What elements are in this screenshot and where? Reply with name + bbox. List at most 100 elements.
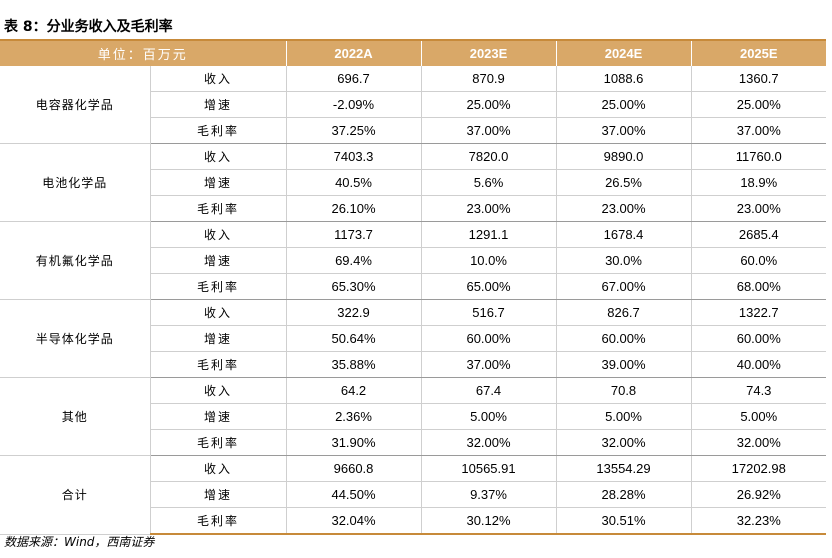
segment-name-cell: 电容器化学品 bbox=[0, 66, 151, 144]
value-cell: 10.0% bbox=[421, 247, 557, 274]
value-cell: 50.64% bbox=[286, 325, 422, 352]
table-row: 增速 40.5% 5.6% 26.5% 18.9% bbox=[0, 169, 827, 196]
value-cell: 10565.91 bbox=[421, 455, 557, 482]
segment-name-cell: 合计 bbox=[0, 455, 151, 535]
value-cell: 2.36% bbox=[286, 403, 422, 430]
metric-label-cell: 增速 bbox=[150, 325, 287, 352]
metric-label-cell: 毛利率 bbox=[150, 351, 287, 378]
table-row: 增速 44.50% 9.37% 28.28% 26.92% bbox=[0, 481, 827, 508]
table-row: 增速 50.64% 60.00% 60.00% 60.00% bbox=[0, 325, 827, 352]
value-cell: 68.00% bbox=[691, 273, 827, 300]
value-cell: 23.00% bbox=[556, 195, 692, 222]
table-row: 电池化学品 收入 7403.3 7820.0 9890.0 11760.0 bbox=[0, 143, 827, 222]
year-header: 2024E bbox=[556, 41, 692, 66]
value-cell: 30.51% bbox=[556, 507, 692, 535]
value-cell: 44.50% bbox=[286, 481, 422, 508]
value-cell: 11760.0 bbox=[691, 143, 827, 170]
segment-name-cell: 半导体化学品 bbox=[0, 299, 151, 378]
metric-label-cell: 收入 bbox=[150, 221, 287, 248]
metric-label-cell: 毛利率 bbox=[150, 429, 287, 456]
value-cell: 23.00% bbox=[691, 195, 827, 222]
value-cell: -2.09% bbox=[286, 91, 422, 118]
value-cell: 74.3 bbox=[691, 377, 827, 404]
value-cell: 1291.1 bbox=[421, 221, 557, 248]
value-cell: 35.88% bbox=[286, 351, 422, 378]
value-cell: 7403.3 bbox=[286, 143, 422, 170]
value-cell: 64.2 bbox=[286, 377, 422, 404]
value-cell: 26.92% bbox=[691, 481, 827, 508]
value-cell: 30.0% bbox=[556, 247, 692, 274]
value-cell: 23.00% bbox=[421, 195, 557, 222]
value-cell: 9890.0 bbox=[556, 143, 692, 170]
value-cell: 1088.6 bbox=[556, 66, 692, 92]
value-cell: 26.5% bbox=[556, 169, 692, 196]
table-row: 毛利率 26.10% 23.00% 23.00% 23.00% bbox=[0, 195, 827, 222]
metric-label-cell: 增速 bbox=[150, 91, 287, 118]
table-row: 半导体化学品 收入 322.9 516.7 826.7 1322.7 bbox=[0, 299, 827, 378]
table-row: 增速 -2.09% 25.00% 25.00% 25.00% bbox=[0, 91, 827, 118]
unit-header: 单位：百万元 bbox=[0, 41, 287, 66]
value-cell: 37.25% bbox=[286, 117, 422, 144]
value-cell: 39.00% bbox=[556, 351, 692, 378]
value-cell: 67.4 bbox=[421, 377, 557, 404]
value-cell: 32.00% bbox=[421, 429, 557, 456]
value-cell: 1322.7 bbox=[691, 299, 827, 326]
value-cell: 32.00% bbox=[691, 429, 827, 456]
table-title: 表 8：分业务收入及毛利率 bbox=[4, 19, 173, 35]
value-cell: 5.00% bbox=[556, 403, 692, 430]
year-header: 2025E bbox=[691, 41, 827, 66]
metric-label-cell: 增速 bbox=[150, 481, 287, 508]
header-row: 单位：百万元 2022A 2023E 2024E 2025E bbox=[0, 41, 827, 66]
value-cell: 5.00% bbox=[691, 403, 827, 430]
value-cell: 25.00% bbox=[556, 91, 692, 118]
value-cell: 25.00% bbox=[691, 91, 827, 118]
value-cell: 1360.7 bbox=[691, 66, 827, 92]
value-cell: 9.37% bbox=[421, 481, 557, 508]
value-cell: 13554.29 bbox=[556, 455, 692, 482]
value-cell: 26.10% bbox=[286, 195, 422, 222]
metric-label-cell: 毛利率 bbox=[150, 507, 287, 535]
value-cell: 60.00% bbox=[691, 325, 827, 352]
metric-label-cell: 收入 bbox=[150, 143, 287, 170]
table-row: 有机氟化学品 收入 1173.7 1291.1 1678.4 2685.4 bbox=[0, 221, 827, 300]
year-header: 2023E bbox=[421, 41, 557, 66]
metric-label-cell: 收入 bbox=[150, 455, 287, 482]
table-row: 其他 收入 64.2 67.4 70.8 74.3 bbox=[0, 377, 827, 456]
value-cell: 1173.7 bbox=[286, 221, 422, 248]
value-cell: 69.4% bbox=[286, 247, 422, 274]
source-note: 数据来源：Wind，西南证券 bbox=[4, 535, 155, 549]
segment-name-cell: 电池化学品 bbox=[0, 143, 151, 222]
metric-label-cell: 增速 bbox=[150, 247, 287, 274]
value-cell: 2685.4 bbox=[691, 221, 827, 248]
metric-label-cell: 毛利率 bbox=[150, 195, 287, 222]
value-cell: 18.9% bbox=[691, 169, 827, 196]
table-row: 电容器化学品 收入 696.7 870.9 1088.6 1360.7 bbox=[0, 66, 827, 144]
value-cell: 37.00% bbox=[556, 117, 692, 144]
year-header: 2022A bbox=[286, 41, 422, 66]
value-cell: 37.00% bbox=[421, 351, 557, 378]
value-cell: 65.30% bbox=[286, 273, 422, 300]
value-cell: 1678.4 bbox=[556, 221, 692, 248]
value-cell: 40.00% bbox=[691, 351, 827, 378]
value-cell: 67.00% bbox=[556, 273, 692, 300]
segment-name-cell: 有机氟化学品 bbox=[0, 221, 151, 300]
metric-label-cell: 增速 bbox=[150, 403, 287, 430]
table-row: 增速 2.36% 5.00% 5.00% 5.00% bbox=[0, 403, 827, 430]
value-cell: 30.12% bbox=[421, 507, 557, 535]
metric-label-cell: 收入 bbox=[150, 299, 287, 326]
value-cell: 516.7 bbox=[421, 299, 557, 326]
table-row: 毛利率 35.88% 37.00% 39.00% 40.00% bbox=[0, 351, 827, 378]
value-cell: 40.5% bbox=[286, 169, 422, 196]
metric-label-cell: 毛利率 bbox=[150, 117, 287, 144]
value-cell: 31.90% bbox=[286, 429, 422, 456]
segment-name-cell: 其他 bbox=[0, 377, 151, 456]
table-row: 毛利率 31.90% 32.00% 32.00% 32.00% bbox=[0, 429, 827, 456]
value-cell: 9660.8 bbox=[286, 455, 422, 482]
value-cell: 696.7 bbox=[286, 66, 422, 92]
value-cell: 25.00% bbox=[421, 91, 557, 118]
value-cell: 60.00% bbox=[421, 325, 557, 352]
value-cell: 65.00% bbox=[421, 273, 557, 300]
value-cell: 5.00% bbox=[421, 403, 557, 430]
metric-label-cell: 增速 bbox=[150, 169, 287, 196]
title-rule bbox=[0, 39, 826, 41]
